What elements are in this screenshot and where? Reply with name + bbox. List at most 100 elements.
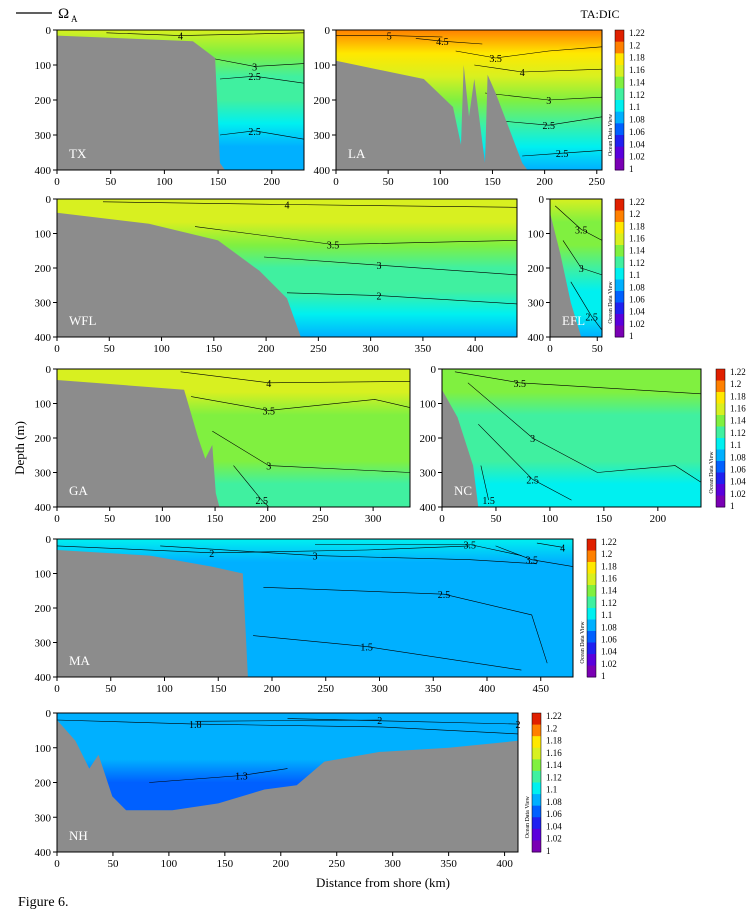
colorbar-swatch — [615, 210, 624, 223]
section-panel-ma: 2 3 3.5 3.5 4 2.5 1.5 MA 0 50 100 150 200 250 300 350 40… — [35, 534, 574, 695]
contour-line — [160, 545, 537, 565]
colorbar-swatch — [716, 461, 725, 473]
colorbar-tick-label: 1.12 — [629, 90, 645, 100]
contour-label: 2 — [377, 292, 382, 303]
y-tick-label: 200 — [35, 263, 52, 275]
contour-label: 1.5 — [482, 496, 495, 507]
y-tick-label: 300 — [35, 130, 52, 142]
contour-line — [570, 281, 603, 331]
contour-label: 4 — [178, 32, 183, 43]
x-tick-label: 100 — [153, 343, 170, 355]
colorbar-swatch — [532, 840, 541, 853]
colorbar: 1.22 1.2 1.18 1.16 1.14 1.12 1.1 1.08 1.06 1.04 1.… — [580, 537, 617, 681]
x-tick-label: 350 — [440, 858, 457, 870]
x-tick-label: 250 — [312, 513, 329, 525]
legend-line-label: Ω — [58, 6, 69, 22]
contour-line — [554, 205, 603, 241]
x-tick-label: 200 — [536, 176, 553, 188]
contour-line — [149, 768, 288, 783]
y-tick-label: 400 — [35, 502, 52, 514]
colorbar-swatch — [587, 562, 596, 574]
x-tick-label: 100 — [432, 176, 449, 188]
contour-label: 2.5 — [526, 475, 539, 486]
x-axis-label: Distance from shore (km) — [316, 875, 450, 890]
colorbar-tick-label: 1.06 — [629, 127, 645, 137]
x-tick-label: 150 — [207, 513, 224, 525]
x-tick-label: 50 — [490, 513, 502, 525]
y-tick-label: 200 — [420, 433, 437, 445]
colorbar-swatch — [615, 65, 624, 78]
x-tick-label: 100 — [542, 513, 559, 525]
colorbar-tick-label: 1.02 — [730, 489, 746, 499]
section-field — [442, 369, 701, 507]
colorbar-tick-label: 1.1 — [629, 102, 640, 112]
colorbar: 1.22 1.2 1.18 1.16 1.14 1.12 1.1 1.08 1.06 1.04 1.… — [608, 28, 645, 174]
colorbar-swatch — [587, 539, 596, 551]
colorbar-tick-label: 1.04 — [601, 647, 617, 657]
contour-line — [263, 256, 518, 276]
contour-label: 3.5 — [327, 241, 340, 252]
x-tick-label: 300 — [365, 513, 382, 525]
contour-label: 2.5 — [248, 72, 261, 83]
contour-label: 2.5 — [248, 127, 261, 138]
x-tick-label: 200 — [259, 513, 276, 525]
x-tick-label: 150 — [217, 858, 234, 870]
colorbar-swatch — [716, 449, 725, 462]
colorbar-tick-label: 1.16 — [546, 748, 562, 758]
contour-line — [210, 57, 305, 67]
contour-line — [522, 150, 603, 157]
contour-line — [56, 719, 519, 735]
contour-label: 3.5 — [513, 379, 526, 390]
contour-line — [212, 430, 411, 473]
colorbar-tick-label: 1.08 — [629, 115, 645, 125]
x-tick-label: 250 — [310, 343, 327, 355]
colorbar-swatch — [716, 403, 725, 416]
contour-line — [263, 587, 548, 664]
colorbar-swatch — [532, 828, 541, 841]
colorbar-swatch — [615, 233, 624, 246]
colorbar-swatch — [716, 415, 725, 427]
colorbar-swatch — [532, 794, 541, 807]
colorbar-tick-label: 1.2 — [629, 209, 640, 219]
x-tick-label: 0 — [54, 683, 60, 695]
colorbar-tick-label: 1.2 — [546, 723, 557, 733]
x-tick-label: 100 — [156, 683, 173, 695]
x-tick-label: 50 — [104, 343, 116, 355]
y-tick-label: 0 — [46, 194, 52, 206]
colorbar-swatch — [615, 53, 624, 66]
seafloor-terrain — [57, 720, 518, 852]
y-tick-label: 400 — [35, 672, 52, 684]
y-tick-label: 300 — [314, 130, 331, 142]
seafloor-terrain — [442, 389, 479, 507]
y-tick-label: 100 — [528, 229, 545, 241]
colorbar-tick-label: 1.2 — [730, 379, 741, 389]
x-tick-label: 150 — [596, 513, 613, 525]
colorbar-swatch — [615, 135, 624, 148]
colorbar-swatch — [615, 76, 624, 89]
colorbar-credit: Ocean Data View — [608, 113, 614, 156]
y-tick-label: 200 — [35, 95, 52, 107]
colorbar-frame — [531, 712, 542, 853]
y-tick-label: 400 — [314, 165, 331, 177]
contour-label: 3 — [313, 552, 318, 563]
y-tick-label: 100 — [35, 399, 52, 411]
colorbar-tick-label: 1.18 — [546, 736, 562, 746]
colorbar-tick-label: 1.18 — [730, 391, 746, 401]
colorbar-frame — [614, 198, 625, 338]
x-tick-label: 200 — [264, 176, 281, 188]
legend-line-sub: A — [71, 14, 78, 24]
x-tick-label: 50 — [104, 513, 116, 525]
colorbar-swatch — [587, 573, 596, 586]
seafloor-terrain — [550, 212, 582, 337]
y-tick-label: 400 — [420, 502, 437, 514]
colorbar: 1.22 1.2 1.18 1.16 1.14 1.12 1.1 1.08 1.06 1.04 1.… — [709, 367, 746, 511]
contour-label: 3.5 — [464, 541, 477, 552]
contour-line — [219, 130, 305, 140]
x-tick-label: 50 — [383, 176, 395, 188]
colorbar-tick-label: 1.06 — [629, 294, 645, 304]
colorbar-swatch — [532, 770, 541, 783]
